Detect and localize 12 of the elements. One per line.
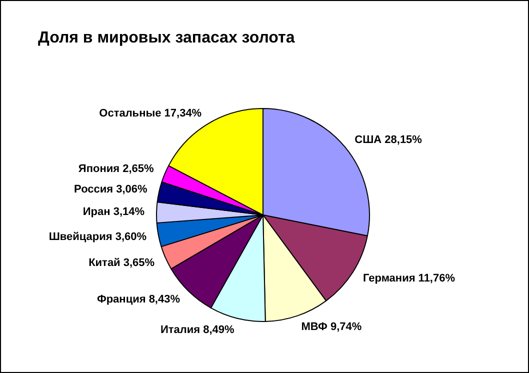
slice-label: Иран 3,14% [82, 206, 145, 218]
slice-label: Китай 3,65% [88, 256, 155, 269]
slice-label: США 28,15% [354, 134, 422, 146]
slice-label: МВФ 9,74% [301, 321, 362, 334]
slice-label: Швейцария 3,60% [48, 231, 147, 244]
slice-label: Россия 3,06% [74, 183, 148, 196]
slice-label: Остальные 17,34% [99, 108, 202, 120]
chart-title: Доля в мировых запасах золота [38, 29, 295, 46]
slice-label: Италия 8,49% [160, 324, 235, 336]
slice-label: Япония 2,65% [78, 163, 154, 176]
slice-label: Франция 8,43% [96, 294, 180, 306]
slice-label: Германия 11,76% [362, 272, 456, 285]
